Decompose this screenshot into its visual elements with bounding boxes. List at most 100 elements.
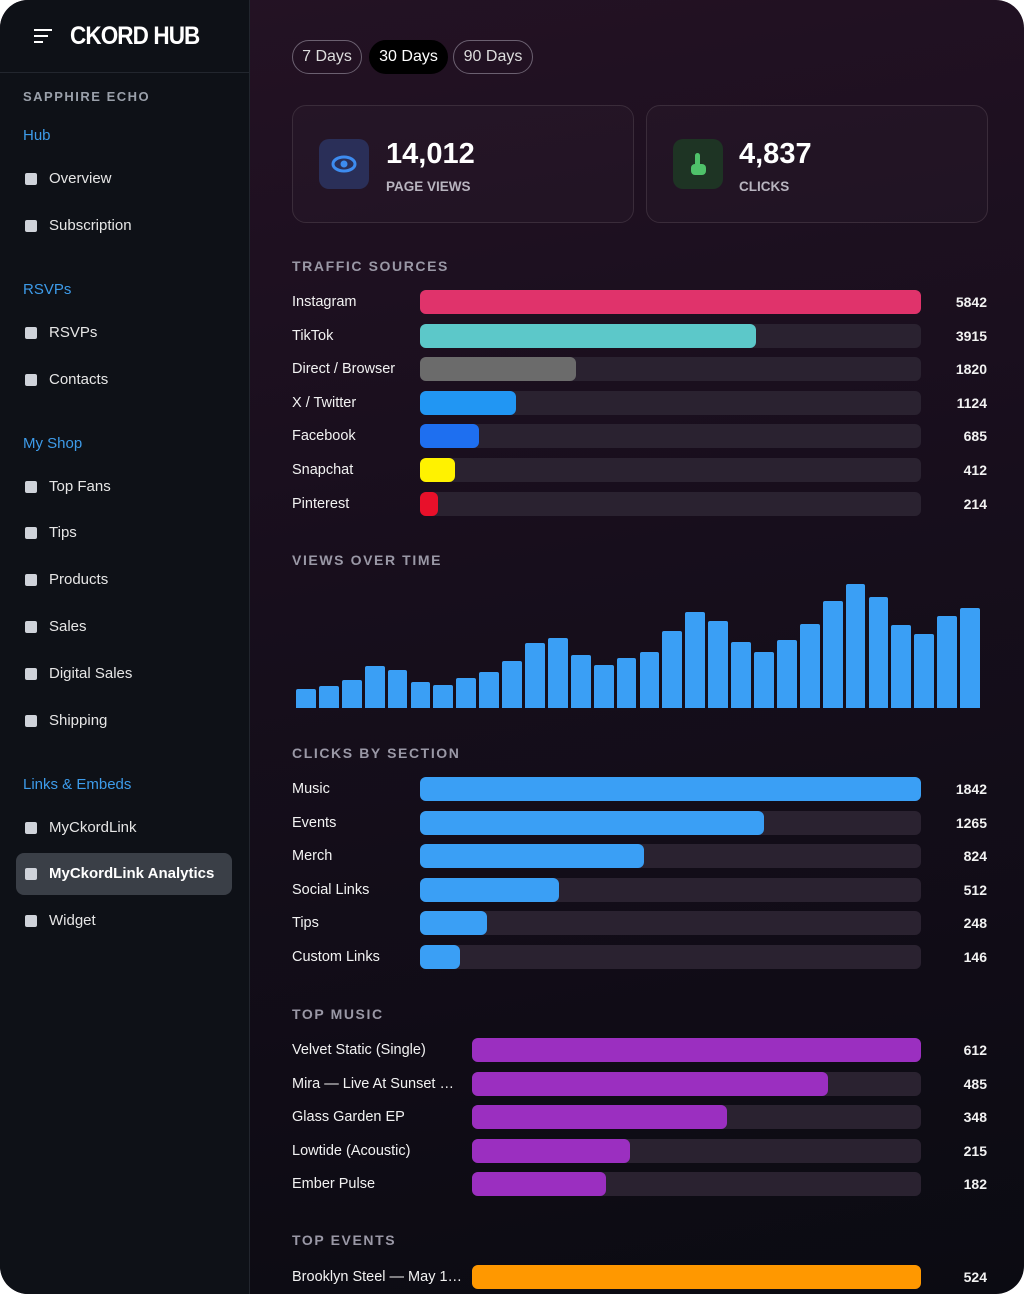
row-value: 3915: [955, 327, 987, 344]
bar: [502, 660, 522, 708]
nav-item[interactable]: MyCkordLink: [49, 818, 137, 836]
row-label: Social Links: [292, 881, 370, 898]
menu-icon[interactable]: [33, 27, 55, 45]
bar: [525, 642, 545, 708]
bar: [433, 684, 454, 708]
bar: [662, 630, 683, 708]
bar: [364, 666, 385, 708]
row-value: 1842: [955, 781, 987, 797]
bar: [914, 634, 935, 708]
nav-icon: [25, 326, 37, 339]
row-value: 685: [963, 428, 987, 445]
row-value: 248: [963, 915, 987, 932]
bar: [296, 688, 316, 708]
stat-card: [292, 105, 634, 223]
bar-track: [420, 424, 921, 449]
stat-icon: [319, 139, 369, 189]
bar: [868, 596, 889, 708]
bar: [472, 1172, 606, 1197]
bar: [420, 424, 479, 449]
section-heading: RSVPs: [23, 280, 72, 298]
bar: [472, 1071, 828, 1096]
row-label: Mira — Live At Sunset …: [292, 1075, 454, 1092]
row-value: 412: [963, 462, 987, 478]
range-pill[interactable]: 30 Days: [369, 40, 448, 74]
section-heading: Links & Embeds: [23, 775, 132, 793]
row-value: 5842: [955, 294, 987, 310]
nav-item[interactable]: Sales: [49, 618, 87, 635]
bar: [420, 390, 517, 415]
nav-item[interactable]: Shipping: [49, 711, 108, 729]
row-value: 612: [963, 1042, 987, 1058]
nav-item[interactable]: Tips: [49, 524, 77, 542]
bar: [341, 680, 362, 708]
range-pill[interactable]: 7 Days: [292, 40, 362, 74]
bar: [420, 911, 488, 936]
bar-track: [420, 911, 921, 936]
row-value: 512: [963, 881, 987, 898]
row-value: 215: [963, 1142, 987, 1159]
row-label: Events: [292, 814, 337, 831]
bar: [731, 642, 751, 708]
section-title: CLICKS BY SECTION: [292, 745, 461, 761]
bar-track: [420, 491, 921, 516]
bar: [799, 624, 820, 708]
nav-item[interactable]: Products: [49, 571, 109, 589]
nav-item[interactable]: MyCkordLink Analytics: [49, 865, 215, 883]
bar: [456, 678, 477, 708]
nav-icon: [25, 915, 37, 928]
nav-icon: [25, 821, 37, 834]
row-value: 348: [963, 1109, 987, 1126]
row-value: 182: [963, 1176, 987, 1193]
brand: CKORD HUB: [70, 22, 200, 50]
nav-item[interactable]: Widget: [49, 912, 96, 930]
nav-icon: [25, 173, 37, 185]
row-value: 485: [963, 1075, 987, 1092]
bar: [547, 638, 568, 708]
bar: [410, 682, 431, 708]
section-title: TOP MUSIC: [292, 1006, 384, 1022]
nav-item[interactable]: Overview: [49, 170, 112, 187]
row-label: Merch: [292, 848, 333, 865]
row-value: 824: [963, 848, 987, 865]
bar: [776, 640, 797, 708]
bar: [318, 686, 339, 708]
row-label: Custom Links: [292, 949, 380, 965]
row-label: Tips: [292, 915, 319, 932]
row-value: 1265: [955, 814, 987, 831]
bar: [845, 584, 866, 708]
nav-item[interactable]: Subscription: [49, 216, 132, 234]
bar: [891, 624, 912, 708]
bar: [685, 612, 706, 708]
bar: [960, 608, 980, 708]
section-title: TRAFFIC SOURCES: [292, 258, 449, 274]
nav-item[interactable]: Top Fans: [49, 477, 111, 495]
row-label: Music: [292, 781, 330, 797]
sidebar: CKORD HUB SAPPHIRE ECHO Hub Overview Subsc…: [0, 0, 250, 1294]
row-label: Lowtide (Acoustic): [292, 1142, 411, 1159]
stat-label: PAGE VIEWS: [386, 179, 471, 194]
nav-item[interactable]: Digital Sales: [49, 664, 133, 682]
row-value: 146: [963, 949, 987, 965]
bar: [387, 670, 408, 708]
row-label: X / Twitter: [292, 394, 357, 411]
row-label: Direct / Browser: [292, 361, 396, 378]
bar-track: [420, 458, 921, 482]
bar: [420, 877, 560, 902]
nav-icon: [25, 621, 37, 633]
bar: [420, 777, 921, 801]
section-title: TOP EVENTS: [292, 1232, 397, 1248]
row-label: Pinterest: [292, 495, 350, 512]
nav-icon: [25, 574, 37, 587]
row-value: 1820: [955, 361, 987, 378]
bar: [420, 945, 460, 969]
nav-item[interactable]: Contacts: [49, 370, 109, 388]
bar-track: [420, 945, 921, 969]
row-label: Velvet Static (Single): [292, 1042, 426, 1058]
nav-item[interactable]: RSVPs: [49, 323, 98, 341]
range-pill[interactable]: 90 Days: [453, 40, 533, 74]
bar: [754, 652, 774, 708]
bar: [616, 658, 637, 708]
nav-icon: [25, 373, 37, 386]
nav-icon: [25, 219, 37, 232]
